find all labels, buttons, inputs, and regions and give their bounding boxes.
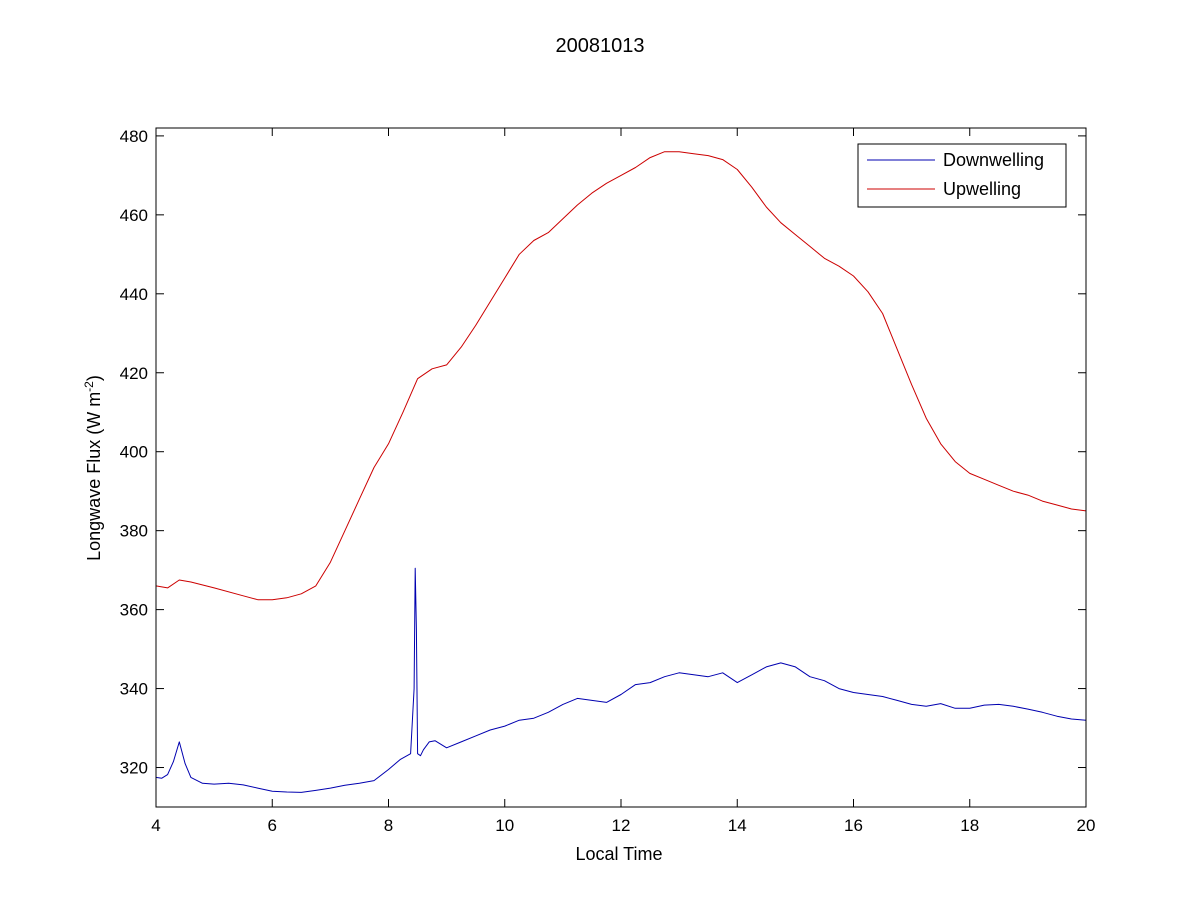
x-tick-label: 14 <box>728 816 747 835</box>
x-tick-label: 6 <box>268 816 277 835</box>
legend-label-upwelling: Upwelling <box>943 179 1021 199</box>
series-line-downwelling <box>155 567 1087 793</box>
plot-area <box>155 127 1087 808</box>
x-axis-label: Local Time <box>575 844 662 864</box>
y-tick-label: 360 <box>120 601 148 620</box>
x-tick-label: 18 <box>960 816 979 835</box>
y-tick-label: 380 <box>120 522 148 541</box>
legend-items: Downwelling Upwelling <box>867 150 1044 199</box>
x-tick-label: 16 <box>844 816 863 835</box>
x-tick-label: 4 <box>151 816 160 835</box>
x-tick-label: 10 <box>495 816 514 835</box>
x-axis: 4 6 8 10 12 14 16 18 20 <box>151 128 1095 835</box>
y-tick-label: 400 <box>120 443 148 462</box>
y-axis-label-close: ) <box>84 375 104 381</box>
x-tick-label: 12 <box>612 816 631 835</box>
legend: Downwelling Upwelling <box>857 143 1067 208</box>
legend-box <box>857 143 1067 208</box>
series-line-upwelling <box>155 151 1087 601</box>
x-tick-label: 8 <box>384 816 393 835</box>
y-tick-label: 460 <box>120 206 148 225</box>
series-layer <box>155 151 1087 793</box>
y-axis: 320 340 360 380 400 420 440 460 480 <box>120 127 1086 778</box>
x-tick-label: 20 <box>1077 816 1096 835</box>
y-tick-label: 340 <box>120 680 148 699</box>
chart-title: 20081013 <box>556 35 645 57</box>
y-axis-label-main: Longwave Flux (W m <box>84 392 104 561</box>
y-axis-label: Longwave Flux (W m-2) <box>82 375 104 561</box>
y-tick-label: 440 <box>120 285 148 304</box>
plot-background <box>156 128 1086 807</box>
legend-label-downwelling: Downwelling <box>943 150 1044 170</box>
y-tick-label: 320 <box>120 759 148 778</box>
y-axis-label-superscript: -2 <box>82 381 96 392</box>
y-tick-label: 480 <box>120 127 148 146</box>
y-tick-label: 420 <box>120 364 148 383</box>
